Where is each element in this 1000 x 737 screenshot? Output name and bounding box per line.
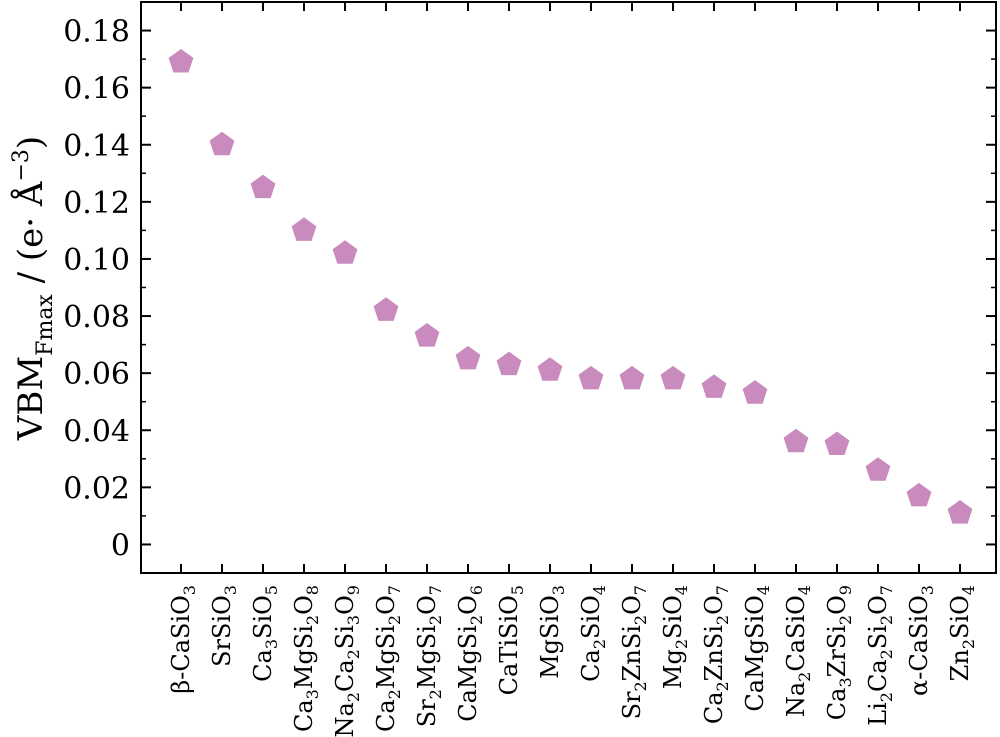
y-axis-title-main: VBM [11, 356, 51, 441]
x-category-label: β-CaSiO3 [167, 585, 199, 694]
y-axis-title-subscript: Fmax [33, 294, 58, 356]
data-point-2 [209, 131, 235, 156]
data-point-14 [701, 374, 727, 398]
data-point-3 [250, 174, 276, 199]
data-point-5 [332, 240, 358, 264]
x-category-label: Sr2ZnSi2O7 [618, 585, 650, 719]
x-category-label: MgSiO3 [536, 585, 568, 679]
x-category-label: CaTiSiO5 [495, 585, 527, 695]
data-point-8 [455, 345, 481, 370]
data-point-17 [824, 431, 850, 455]
x-category-label: Na2Ca2Si3O9 [331, 585, 363, 737]
data-point-16 [783, 428, 809, 453]
y-axis-title-unit: / (e· Å [10, 181, 51, 294]
y-axis-title-unit-close: ) [11, 136, 51, 149]
y-tick-label: 0 [111, 528, 130, 563]
y-tick-label: 0.06 [63, 357, 130, 392]
y-axis-title: VBMFmax / (e· Å−3) [9, 136, 58, 441]
data-point-1 [168, 49, 194, 73]
x-category-label: Ca3ZrSi2O9 [823, 585, 855, 720]
data-point-9 [496, 351, 522, 376]
x-ticks [180, 2, 961, 573]
x-category-label: CaMgSiO4 [741, 585, 773, 712]
y-ticks: 0 0.02 0.04 0.06 0.08 0.10 0.12 0.14 0.16 0.18 [63, 15, 996, 563]
data-point-15 [742, 380, 768, 404]
x-category-label: Mg2SiO4 [659, 585, 691, 689]
data-point-6 [373, 297, 399, 321]
x-category-label: Ca2ZnSi2O7 [700, 585, 732, 724]
x-category-label: SrSiO3 [208, 585, 240, 667]
plot-frame [140, 1, 997, 574]
x-category-label: Ca3MgSi2O8 [290, 585, 322, 732]
y-tick-label: 0.16 [63, 72, 130, 107]
x-category-label: Ca3SiO5 [249, 585, 281, 682]
data-point-19 [906, 482, 932, 507]
data-point-7 [414, 323, 440, 347]
data-point-20 [947, 500, 973, 524]
data-point-12 [619, 365, 645, 390]
data-point-4 [291, 217, 317, 241]
y-axis-title-unit-exponent: −3 [9, 149, 34, 181]
data-point-13 [660, 365, 686, 390]
y-tick-label: 0.12 [63, 186, 130, 221]
x-category-label: Li2Ca2Si2O7 [864, 585, 896, 726]
x-category-labels: β-CaSiO3 SrSiO3 Ca3SiO5 Ca3MgSi2O8 Na2Ca2Si3… [167, 585, 978, 737]
y-tick-label: 0.02 [63, 471, 130, 506]
x-category-label: Sr2MgSi2O7 [413, 585, 445, 727]
y-tick-label: 0.18 [63, 15, 130, 50]
x-category-label: CaMgSi2O6 [454, 585, 486, 722]
data-point-10 [537, 357, 563, 381]
data-point-18 [865, 457, 891, 481]
x-category-label: Na2CaSiO4 [782, 585, 814, 717]
x-category-label: Ca2MgSi2O7 [372, 585, 404, 732]
y-tick-label: 0.08 [63, 300, 130, 335]
x-category-label: α-CaSiO3 [905, 585, 937, 696]
data-point-11 [578, 365, 604, 390]
data-points [168, 49, 973, 524]
y-tick-label: 0.14 [63, 129, 130, 164]
x-category-label: Ca2SiO4 [577, 585, 609, 682]
y-tick-label: 0.04 [63, 414, 130, 449]
x-category-label: Zn2SiO4 [946, 585, 978, 681]
y-tick-label: 0.10 [63, 243, 130, 278]
